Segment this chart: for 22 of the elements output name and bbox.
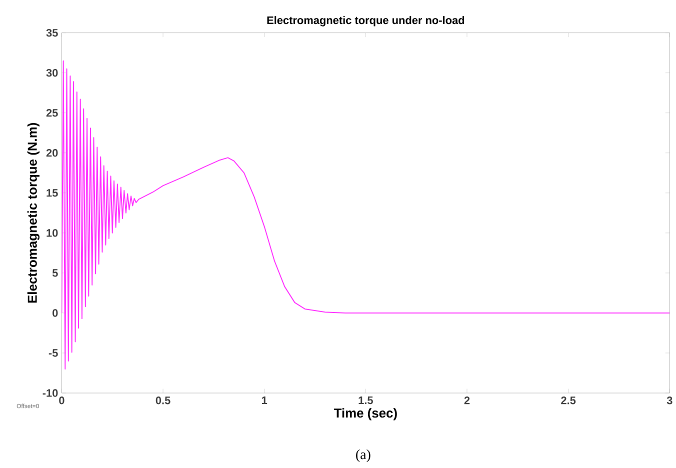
x-tick-label: 0.5: [156, 396, 170, 404]
y-tick-label: 5: [52, 269, 58, 277]
x-tick-label: 2.5: [561, 396, 576, 404]
y-tick-label: 15: [46, 189, 58, 197]
y-tick-label: 10: [46, 229, 58, 237]
y-tick-label: 30: [46, 69, 58, 77]
y-tick-label: 0: [52, 309, 58, 318]
x-tick-label: 3: [666, 396, 672, 404]
x-tick-label: 1: [262, 396, 268, 404]
y-tick-label: 35: [46, 29, 58, 37]
y-axis-title: Electromagnetic torque (N.m): [27, 123, 40, 303]
y-tick-label: -5: [48, 349, 58, 357]
line-series: [62, 60, 670, 370]
x-tick-label: 2: [464, 396, 470, 404]
x-axis-title: Time (sec): [334, 408, 397, 420]
x-tick-label: 1.5: [358, 396, 373, 404]
y-tick-label: -10: [42, 389, 58, 398]
x-tick-label: 0: [59, 396, 64, 404]
y-tick-label: 25: [46, 109, 58, 117]
y-tick-label: 20: [46, 149, 58, 157]
chart-title: Electromagnetic torque under no-load: [267, 16, 464, 27]
text: (a): [356, 450, 370, 462]
